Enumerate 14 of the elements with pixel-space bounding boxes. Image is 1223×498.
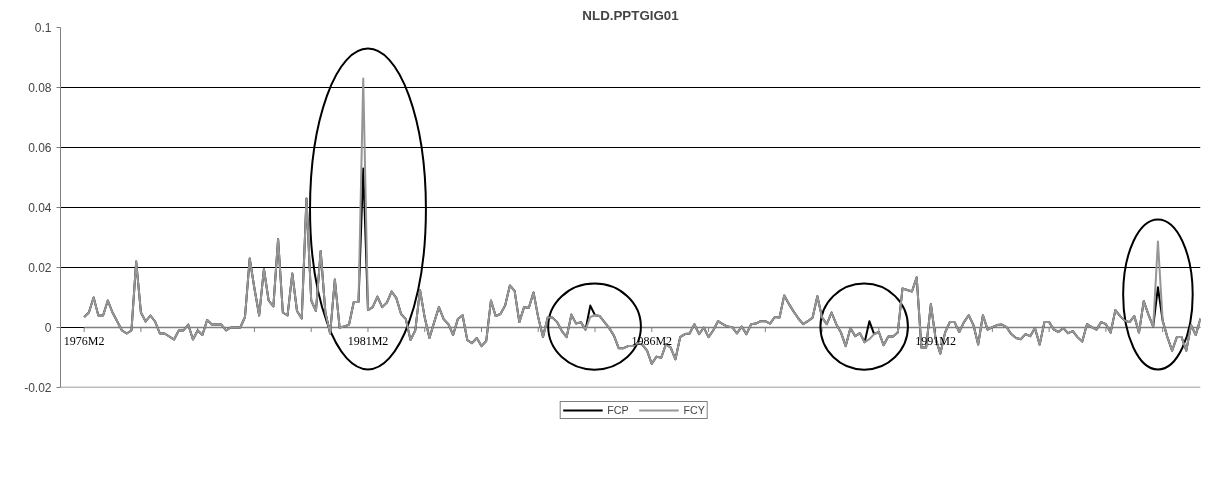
y-tick-label: 0.1 (34, 21, 52, 35)
legend-label: FCY (683, 404, 705, 416)
chart-title: NLD.PPTGIG01 (582, 7, 680, 23)
y-tick-label: 0.02 (28, 261, 52, 275)
y-tick-label: 0.06 (28, 141, 52, 155)
y-tick-label: -0.02 (24, 381, 52, 395)
y-tick-label: 0.04 (28, 201, 52, 215)
x-tick-label: 1976M2 (63, 333, 105, 348)
y-tick-label: 0.08 (28, 81, 52, 95)
x-tick-label: 1991M2 (915, 333, 956, 348)
y-tick-label: 0 (44, 321, 52, 335)
x-tick-label: 1981M2 (347, 333, 389, 348)
legend-label: FCP (607, 404, 629, 416)
x-tick-label: 1986M2 (631, 333, 673, 348)
